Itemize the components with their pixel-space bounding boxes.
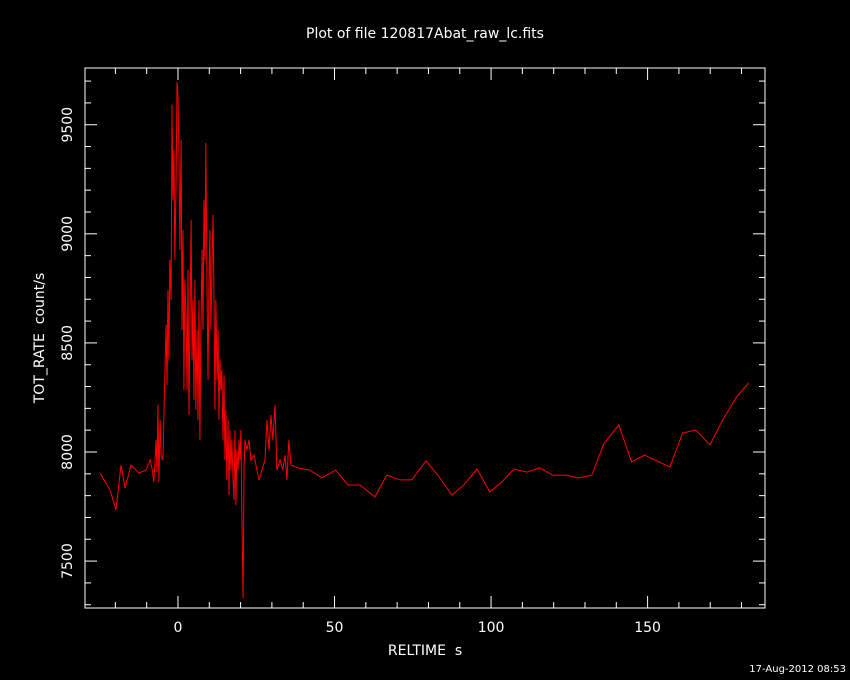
chart-title: Plot of file 120817Abat_raw_lc.fits [306,26,544,42]
y-tick-label: 8500 [60,325,76,361]
y-tick-label: 9500 [60,107,76,143]
x-tick-label: 0 [174,620,183,636]
light-curve [99,81,750,599]
footer-timestamp: 17-Aug-2012 08:53 [749,664,846,675]
x-tick-label: 50 [326,620,344,636]
y-tick-label: 8000 [60,434,76,470]
x-axis-label: RELTIME s [388,643,462,659]
x-tick-label: 100 [478,620,505,636]
y-axis-label: TOT_RATE count/s [32,273,48,405]
y-tick-label: 7500 [60,543,76,579]
plot-frame [84,67,766,609]
x-tick-label: 150 [634,620,661,636]
y-tick-label: 9000 [60,216,76,252]
